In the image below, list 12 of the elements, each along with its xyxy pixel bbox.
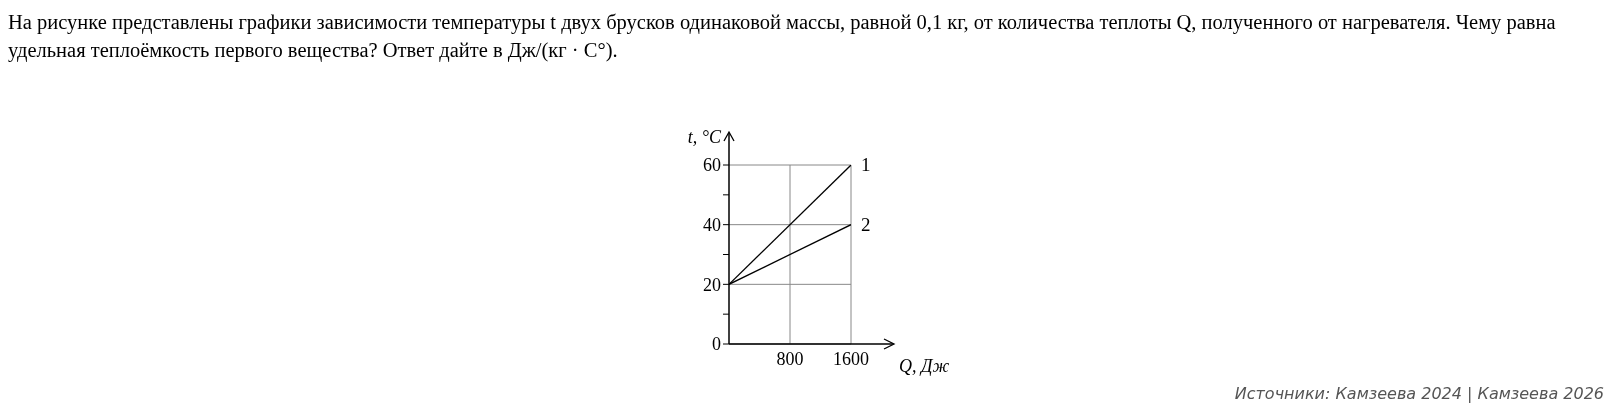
series-label: 1 [861,154,871,175]
chart-title: На рисунке представлены графики зависимости температуры t двух брусков одинаковой массы, равной 0,1 кг, от количества теплоты Q, полученного от нагревателя. Чему равна удельная теплоёмкость первого вещества? Ответ дайте в Дж/(кг · C°). [8,10,1557,64]
x-tick-label: 800 [776,348,804,369]
series-label: 2 [861,213,871,235]
y-tick-label: 20 [703,274,721,295]
text: Источники: Камзеева 2024 | Камзеева 2026 [1234,384,1604,403]
x-tick-label: 1600 [833,348,869,369]
x-axis-title: Q, Дж [899,356,950,376]
y-axis-title: t, °C [687,127,722,147]
y-tick-label: 40 [703,215,721,236]
y-tick-label: 0 [712,334,721,355]
y-tick-label: 60 [703,155,721,176]
